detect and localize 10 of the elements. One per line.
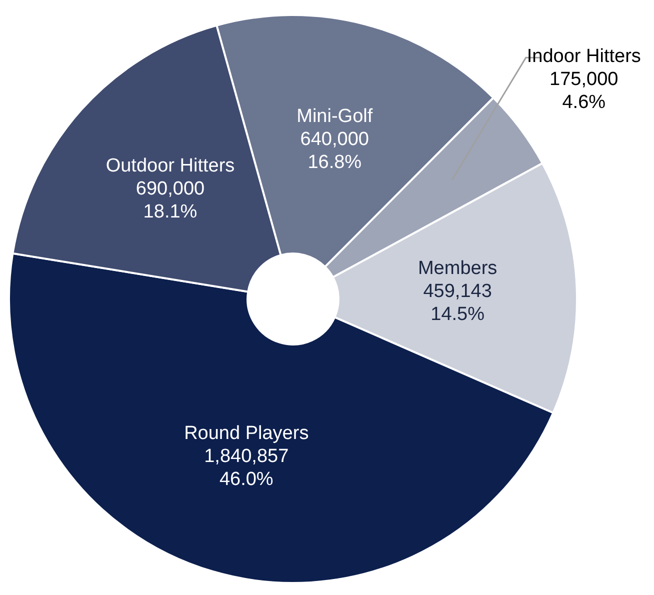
- data-label: 1,840,857 46.0%: [204, 446, 289, 490]
- slice-label: Outdoor Hitters: [106, 155, 235, 176]
- data-label: 690,000 18.1%: [136, 178, 205, 222]
- data-label: 459,143 14.5%: [423, 281, 492, 326]
- slice-label: Round Players: [184, 423, 309, 444]
- data-label: 175,000 4.6%: [550, 68, 618, 113]
- slice-label: Mini-Golf: [296, 106, 374, 127]
- slice-label: Members: [418, 258, 498, 280]
- slice-label: Indoor Hitters: [526, 46, 641, 67]
- data-label: 640,000 16.8%: [300, 128, 369, 173]
